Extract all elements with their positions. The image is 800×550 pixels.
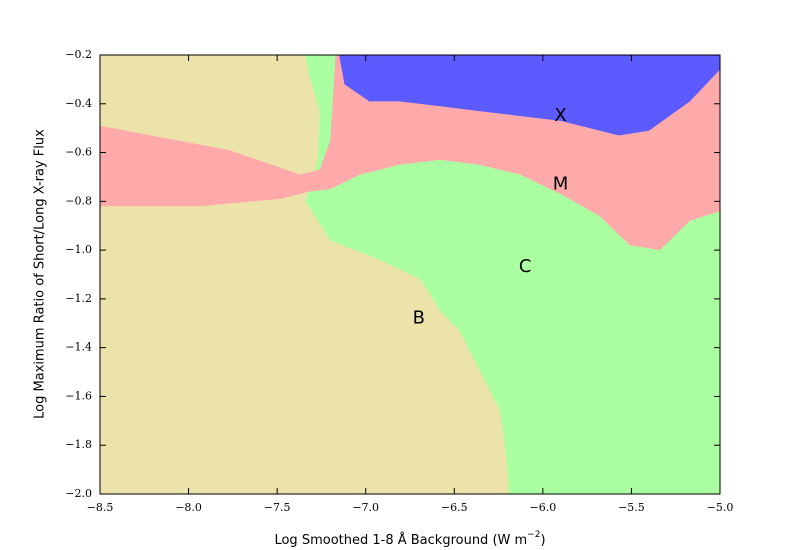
- x-tick-label: −7.5: [264, 501, 291, 514]
- region: [339, 55, 720, 136]
- y-tick-label: −0.2: [65, 48, 92, 61]
- y-tick-label: −2.0: [65, 487, 92, 500]
- region-label: M: [553, 173, 569, 194]
- region-label: B: [413, 307, 425, 328]
- region-label: C: [519, 256, 532, 277]
- x-tick-label: −6.0: [529, 501, 556, 514]
- x-tick-label: −8.5: [87, 501, 114, 514]
- y-tick-label: −1.0: [65, 243, 92, 256]
- y-tick-label: −1.8: [65, 438, 92, 451]
- y-tick-label: −0.4: [65, 97, 92, 110]
- ticks: −8.5 −8.0 −7.5 −7.0 −6.5 −6.0 −5.5 −5.0 −2.0 −1.8…: [65, 48, 733, 514]
- x-tick-label: −7.0: [352, 501, 379, 514]
- y-tick-label: −0.8: [65, 194, 92, 207]
- x-tick-label: −8.0: [175, 501, 202, 514]
- x-tick-label: −5.5: [618, 501, 645, 514]
- y-tick-label: −1.2: [65, 292, 92, 305]
- x-label-text: Log Smoothed 1-8 Å Background (W m: [274, 532, 527, 548]
- x-tick-label: −6.5: [441, 501, 468, 514]
- plot-frame: [99, 54, 721, 495]
- y-tick-label: −1.4: [65, 341, 92, 354]
- y-tick-label: −1.6: [65, 389, 92, 402]
- x-axis-label: Log Smoothed 1-8 Å Background (W m−2): [274, 530, 545, 548]
- regions: [100, 55, 720, 494]
- region-labels: C B M X: [413, 105, 569, 328]
- region-label: X: [554, 105, 566, 126]
- x-label-superscript: −2: [527, 530, 540, 540]
- y-axis-label: Log Maximum Ratio of Short/Long X-ray Fl…: [33, 129, 48, 419]
- y-tick-label: −0.6: [65, 146, 92, 159]
- x-tick-label: −5.0: [707, 501, 734, 514]
- x-label-suffix: ): [540, 533, 545, 548]
